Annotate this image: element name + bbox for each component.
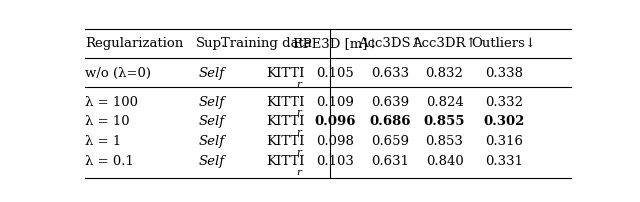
Text: 0.686: 0.686 [369,115,411,128]
Text: 0.098: 0.098 [317,135,355,148]
Text: 0.832: 0.832 [426,67,463,80]
Text: EPE3D [m]↓: EPE3D [m]↓ [292,37,378,50]
Text: Outliers↓: Outliers↓ [472,37,536,50]
Text: 0.302: 0.302 [483,115,525,128]
Text: 0.639: 0.639 [371,96,409,108]
Text: r: r [297,128,301,137]
Text: 0.855: 0.855 [424,115,465,128]
Text: 0.103: 0.103 [317,155,355,168]
Text: r: r [297,108,301,117]
Text: Self: Self [198,67,225,80]
Text: Self: Self [198,115,225,128]
Text: 0.096: 0.096 [315,115,356,128]
Text: 0.840: 0.840 [426,155,463,168]
Text: λ = 10: λ = 10 [85,115,129,128]
Text: r: r [297,80,301,89]
Text: KITTI: KITTI [266,67,305,80]
Text: Self: Self [198,155,225,168]
Text: Training data: Training data [221,37,312,50]
Text: KITTI: KITTI [266,115,305,128]
Text: r: r [297,168,301,177]
Text: Acc3DR↑: Acc3DR↑ [412,37,477,50]
Text: Acc3DS↑: Acc3DS↑ [358,37,422,50]
Text: KITTI: KITTI [266,96,305,108]
Text: Self: Self [198,135,225,148]
Text: w/o (λ=0): w/o (λ=0) [85,67,151,80]
Text: 0.338: 0.338 [485,67,523,80]
Text: λ = 100: λ = 100 [85,96,138,108]
Text: 0.631: 0.631 [371,155,409,168]
Text: 0.316: 0.316 [485,135,523,148]
Text: Regularization: Regularization [85,37,183,50]
Text: 0.853: 0.853 [426,135,463,148]
Text: 0.109: 0.109 [317,96,355,108]
Text: Sup.: Sup. [196,37,227,50]
Text: 0.331: 0.331 [485,155,523,168]
Text: KITTI: KITTI [266,155,305,168]
Text: KITTI: KITTI [266,135,305,148]
Text: 0.105: 0.105 [317,67,355,80]
Text: 0.659: 0.659 [371,135,409,148]
Text: λ = 0.1: λ = 0.1 [85,155,134,168]
Text: r: r [297,148,301,157]
Text: λ = 1: λ = 1 [85,135,121,148]
Text: 0.633: 0.633 [371,67,409,80]
Text: Self: Self [198,96,225,108]
Text: 0.332: 0.332 [485,96,523,108]
Text: 0.824: 0.824 [426,96,463,108]
